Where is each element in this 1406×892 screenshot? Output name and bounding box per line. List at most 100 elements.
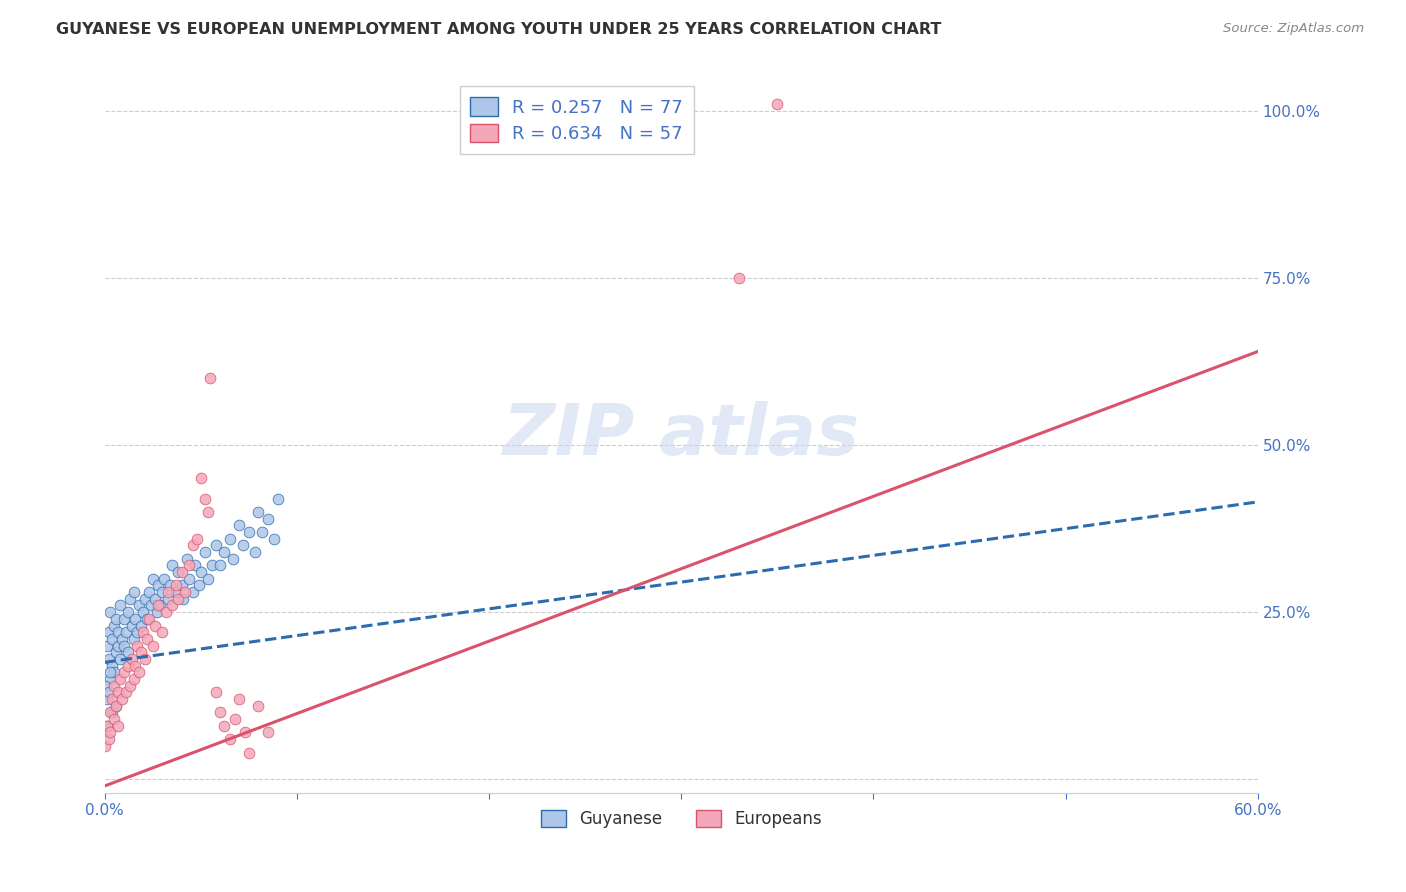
Point: [118, 591, 141, 606]
Point: [243, 545, 266, 559]
Point: [107, 685, 129, 699]
Point: [101, 706, 124, 720]
Point: [157, 585, 180, 599]
Point: [160, 558, 183, 573]
Point: [212, 545, 235, 559]
Point: [194, 491, 217, 506]
Point: [148, 599, 170, 613]
Point: [181, 585, 204, 599]
Point: [107, 719, 129, 733]
Point: [128, 665, 150, 680]
Point: [118, 679, 141, 693]
Point: [124, 612, 146, 626]
Point: [222, 551, 245, 566]
Point: [134, 652, 156, 666]
Point: [136, 632, 159, 646]
Point: [200, 371, 222, 385]
Point: [114, 685, 136, 699]
Point: [145, 605, 167, 619]
Point: [247, 698, 270, 713]
Point: [97, 652, 120, 666]
Point: [103, 679, 125, 693]
Point: [100, 706, 122, 720]
Point: [112, 665, 135, 680]
Point: [224, 712, 246, 726]
Point: [127, 639, 149, 653]
Point: [112, 612, 135, 626]
Point: [127, 625, 149, 640]
Point: [96, 719, 118, 733]
Point: [111, 692, 134, 706]
Point: [108, 672, 131, 686]
Point: [197, 505, 219, 519]
Point: [101, 692, 124, 706]
Text: Source: ZipAtlas.com: Source: ZipAtlas.com: [1223, 22, 1364, 36]
Point: [117, 605, 139, 619]
Point: [129, 618, 152, 632]
Point: [208, 706, 231, 720]
Point: [97, 625, 120, 640]
Point: [96, 639, 118, 653]
Point: [247, 505, 270, 519]
Point: [101, 632, 124, 646]
Point: [176, 551, 198, 566]
Point: [263, 532, 285, 546]
Point: [165, 578, 187, 592]
Text: GUYANESE VS EUROPEAN UNEMPLOYMENT AMONG YOUTH UNDER 25 YEARS CORRELATION CHART: GUYANESE VS EUROPEAN UNEMPLOYMENT AMONG …: [56, 22, 942, 37]
Point: [111, 632, 134, 646]
Point: [170, 565, 193, 579]
Point: [257, 725, 280, 739]
Point: [179, 572, 201, 586]
Point: [143, 591, 166, 606]
Point: [100, 665, 122, 680]
Point: [179, 558, 201, 573]
Point: [208, 558, 231, 573]
Point: [97, 732, 120, 747]
Point: [136, 612, 159, 626]
Point: [122, 632, 145, 646]
Point: [100, 725, 122, 739]
Point: [233, 725, 256, 739]
Point: [190, 471, 212, 485]
Point: [101, 658, 124, 673]
Point: [170, 578, 193, 592]
Point: [132, 605, 155, 619]
Point: [124, 658, 146, 673]
Point: [728, 271, 751, 285]
Point: [142, 639, 165, 653]
Point: [105, 612, 128, 626]
Point: [766, 97, 789, 112]
Point: [166, 591, 188, 606]
Point: [143, 618, 166, 632]
Point: [114, 625, 136, 640]
Point: [228, 692, 250, 706]
Point: [157, 591, 180, 606]
Point: [181, 538, 204, 552]
Point: [121, 652, 143, 666]
Point: [103, 665, 125, 680]
Point: [159, 578, 181, 592]
Point: [138, 585, 160, 599]
Point: [139, 599, 162, 613]
Point: [155, 605, 177, 619]
Point: [166, 565, 188, 579]
Point: [148, 578, 170, 592]
Text: ZIP atlas: ZIP atlas: [503, 401, 860, 469]
Point: [108, 599, 131, 613]
Point: [205, 685, 228, 699]
Point: [149, 599, 172, 613]
Point: [197, 572, 219, 586]
Point: [122, 672, 145, 686]
Point: [187, 578, 209, 592]
Point: [138, 612, 160, 626]
Point: [105, 698, 128, 713]
Point: [93, 739, 115, 753]
Point: [132, 625, 155, 640]
Point: [165, 585, 187, 599]
Point: [174, 585, 197, 599]
Point: [238, 524, 260, 539]
Point: [97, 685, 120, 699]
Point: [190, 565, 212, 579]
Point: [100, 672, 122, 686]
Point: [266, 491, 288, 506]
